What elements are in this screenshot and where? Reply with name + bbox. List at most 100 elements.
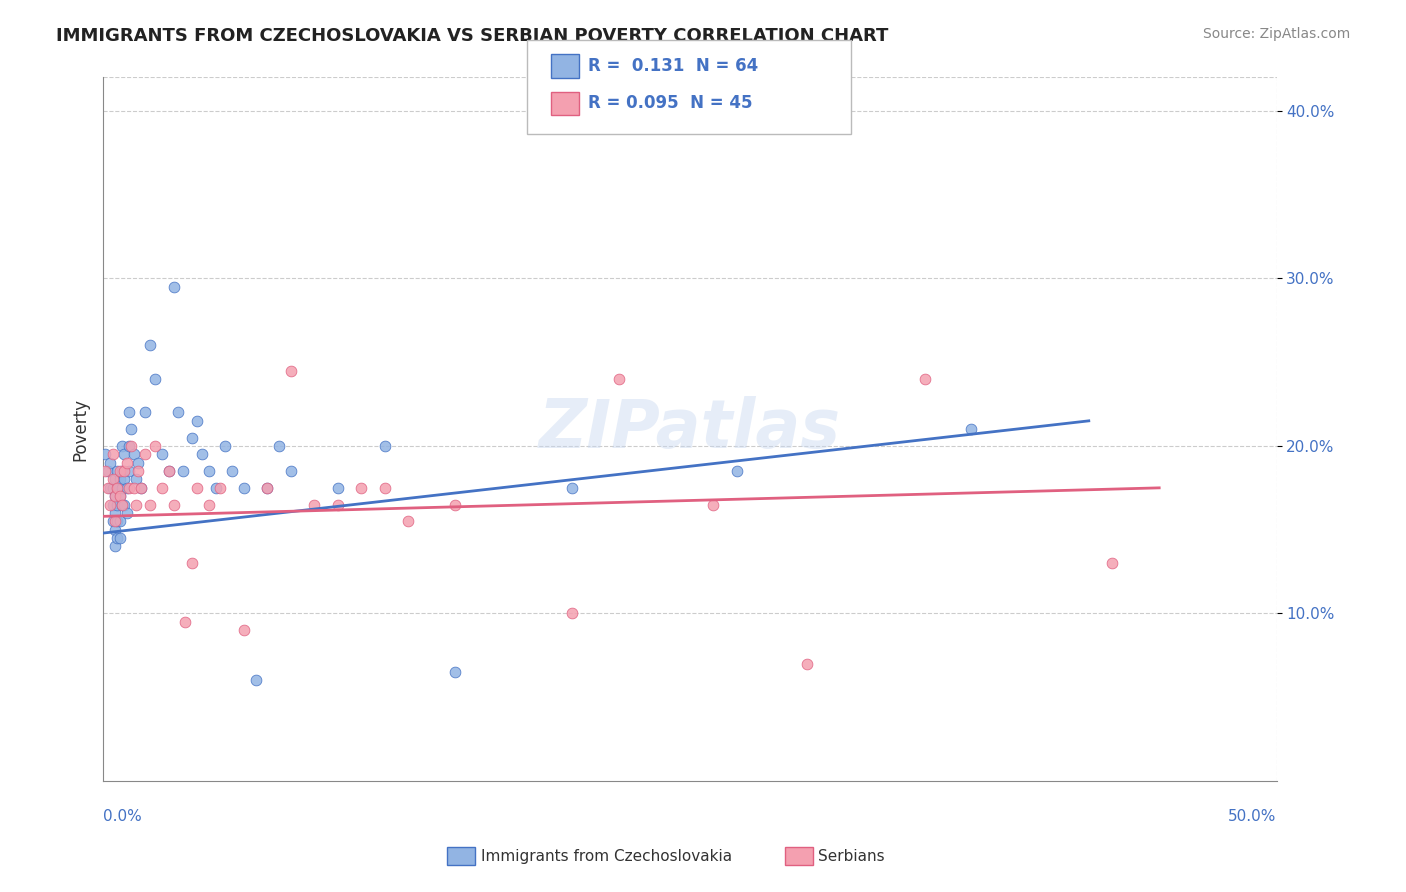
Point	[112, 447, 135, 461]
Text: R =  0.131  N = 64: R = 0.131 N = 64	[588, 57, 758, 75]
Point	[143, 372, 166, 386]
Point	[186, 481, 208, 495]
Point	[245, 673, 267, 688]
Point	[561, 481, 583, 495]
Point	[108, 473, 131, 487]
Point	[444, 665, 467, 679]
Point	[112, 464, 135, 478]
Point	[444, 498, 467, 512]
Point	[150, 447, 173, 461]
Point	[143, 439, 166, 453]
Point	[127, 464, 149, 478]
Point	[214, 439, 236, 453]
Point	[105, 481, 128, 495]
Point	[97, 481, 120, 495]
Point	[108, 531, 131, 545]
Text: IMMIGRANTS FROM CZECHOSLOVAKIA VS SERBIAN POVERTY CORRELATION CHART: IMMIGRANTS FROM CZECHOSLOVAKIA VS SERBIA…	[56, 27, 889, 45]
Point	[108, 489, 131, 503]
Point	[1101, 556, 1123, 570]
Point	[98, 481, 121, 495]
Point	[197, 464, 219, 478]
Point	[167, 405, 190, 419]
Point	[112, 498, 135, 512]
Point	[101, 447, 124, 461]
Point	[609, 372, 631, 386]
Point	[104, 523, 127, 537]
Point	[115, 456, 138, 470]
Point	[157, 464, 180, 478]
Point	[374, 481, 396, 495]
Point	[326, 498, 349, 512]
Y-axis label: Poverty: Poverty	[72, 398, 89, 461]
Point	[105, 464, 128, 478]
Point	[561, 607, 583, 621]
Point	[280, 363, 302, 377]
Point	[115, 506, 138, 520]
Point	[396, 514, 419, 528]
Point	[162, 280, 184, 294]
Point	[108, 489, 131, 503]
Point	[120, 422, 142, 436]
Point	[127, 456, 149, 470]
Text: Source: ZipAtlas.com: Source: ZipAtlas.com	[1202, 27, 1350, 41]
Point	[108, 464, 131, 478]
Point	[197, 498, 219, 512]
Point	[326, 481, 349, 495]
Point	[111, 481, 134, 495]
Point	[104, 473, 127, 487]
Point	[280, 464, 302, 478]
Point	[122, 447, 145, 461]
Point	[122, 481, 145, 495]
Point	[796, 657, 818, 671]
Point	[105, 481, 128, 495]
Point	[256, 481, 278, 495]
Point	[104, 540, 127, 554]
Text: Serbians: Serbians	[818, 849, 884, 863]
Point	[150, 481, 173, 495]
Point	[104, 489, 127, 503]
Point	[111, 439, 134, 453]
Point	[350, 481, 373, 495]
Point	[120, 439, 142, 453]
Point	[125, 473, 148, 487]
Point	[204, 481, 226, 495]
Point	[186, 414, 208, 428]
Point	[101, 481, 124, 495]
Point	[157, 464, 180, 478]
Point	[94, 464, 117, 478]
Point	[702, 498, 724, 512]
Text: R = 0.095  N = 45: R = 0.095 N = 45	[588, 95, 752, 112]
Point	[98, 456, 121, 470]
Point	[105, 514, 128, 528]
Point	[129, 481, 152, 495]
Point	[101, 473, 124, 487]
Point	[118, 464, 141, 478]
Point	[209, 481, 232, 495]
Text: 50.0%: 50.0%	[1229, 809, 1277, 824]
Point	[190, 447, 212, 461]
Point	[172, 464, 194, 478]
Point	[162, 498, 184, 512]
Point	[256, 481, 278, 495]
Text: 0.0%: 0.0%	[103, 809, 142, 824]
Point	[134, 405, 156, 419]
Point	[111, 498, 134, 512]
Point	[98, 498, 121, 512]
Point	[139, 338, 162, 352]
Point	[105, 531, 128, 545]
Point	[960, 422, 983, 436]
Point	[111, 498, 134, 512]
Point	[304, 498, 326, 512]
Point	[221, 464, 243, 478]
Text: ZIPatlas: ZIPatlas	[538, 396, 841, 462]
Point	[112, 473, 135, 487]
Point	[101, 498, 124, 512]
Point	[105, 498, 128, 512]
Point	[269, 439, 291, 453]
Point	[914, 372, 936, 386]
Point	[125, 498, 148, 512]
Point	[134, 447, 156, 461]
Point	[139, 498, 162, 512]
Point	[104, 514, 127, 528]
Point	[181, 556, 204, 570]
